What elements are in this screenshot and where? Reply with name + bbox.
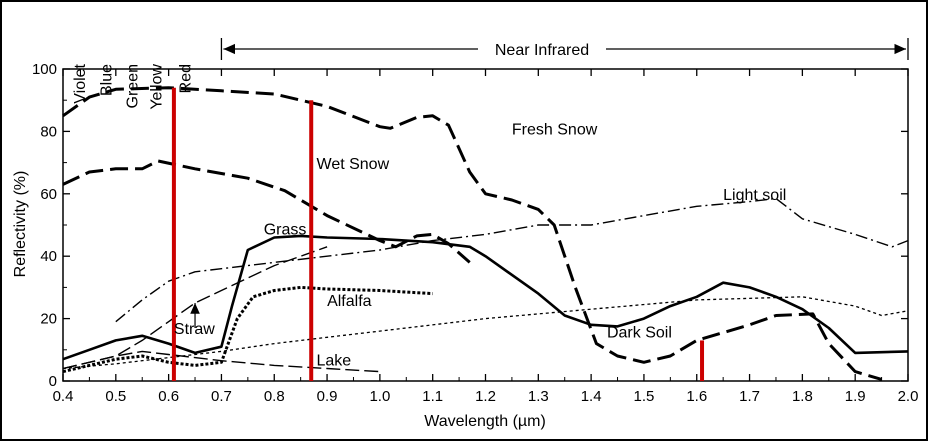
series-alfalfa (62, 285, 433, 374)
red-markers (171, 87, 705, 381)
x-tick-label: 1.1 (422, 388, 443, 405)
band-red: Red (177, 64, 194, 93)
x-tick-label: 0.8 (264, 388, 285, 405)
series-light-soil (115, 197, 909, 323)
x-axis-title: Wavelength (µm) (424, 413, 546, 430)
y-tick-label: 60 (40, 186, 57, 203)
x-tick-label: 2.0 (898, 388, 919, 405)
x-tick-label: 1.5 (634, 388, 655, 405)
series-lines (62, 86, 909, 381)
y-tick-label: 40 (40, 248, 57, 265)
label-lake: Lake (317, 352, 352, 369)
label-grass: Grass (264, 221, 307, 238)
x-tick-label: 1.6 (686, 388, 707, 405)
x-tick-label: 0.7 (211, 388, 232, 405)
y-tick-label: 0 (49, 373, 57, 390)
series-straw (62, 246, 328, 370)
label-wet-snow: Wet Snow (317, 156, 390, 173)
x-tick-label: 1.3 (528, 388, 549, 405)
label-straw: Straw (174, 321, 215, 338)
band-violet: Violet (72, 63, 89, 103)
y-tick-label: 80 (40, 123, 57, 140)
y-tick-label: 20 (40, 311, 57, 328)
band-blue: Blue (98, 64, 115, 96)
band-green: Green (125, 64, 142, 108)
axis-ticks: 0.4 0.5 0.6 0.7 0.8 0.9 1.0 1.1 1.2 1.3 1.4 1.5 1.6 1… (32, 61, 918, 405)
series-dark-soil (62, 296, 909, 370)
x-tick-label: 1.8 (792, 388, 813, 405)
x-tick-label: 1.9 (845, 388, 866, 405)
x-tick-label: 1.7 (739, 388, 760, 405)
series-wet-snow (62, 159, 471, 264)
label-alfalfa: Alfalfa (327, 293, 372, 310)
x-tick-label: 1.4 (581, 388, 602, 405)
band-yellow: Yellow (148, 64, 165, 110)
curve-labels: Fresh Snow Wet Snow Light soil Grass Alfalfa… (174, 122, 786, 370)
x-tick-label: 0.9 (317, 388, 338, 405)
y-tick-label: 100 (32, 61, 57, 78)
y-axis-title: Reflectivity (%) (12, 171, 29, 278)
visible-band-labels: Violet Blue Green Yellow Red (72, 38, 909, 110)
x-tick-label: 0.6 (158, 388, 179, 405)
series-fresh-snow (62, 86, 883, 381)
x-tick-label: 1.0 (369, 388, 390, 405)
near-infrared-label: Near Infrared (495, 42, 589, 59)
x-tick-label: 0.4 (53, 388, 74, 405)
label-light-soil: Light soil (723, 187, 786, 204)
x-tick-label: 1.2 (475, 388, 496, 405)
label-fresh-snow: Fresh Snow (512, 122, 598, 139)
series-grass (62, 234, 909, 361)
label-dark-soil: Dark Soil (607, 324, 672, 341)
x-tick-label: 0.5 (105, 388, 126, 405)
